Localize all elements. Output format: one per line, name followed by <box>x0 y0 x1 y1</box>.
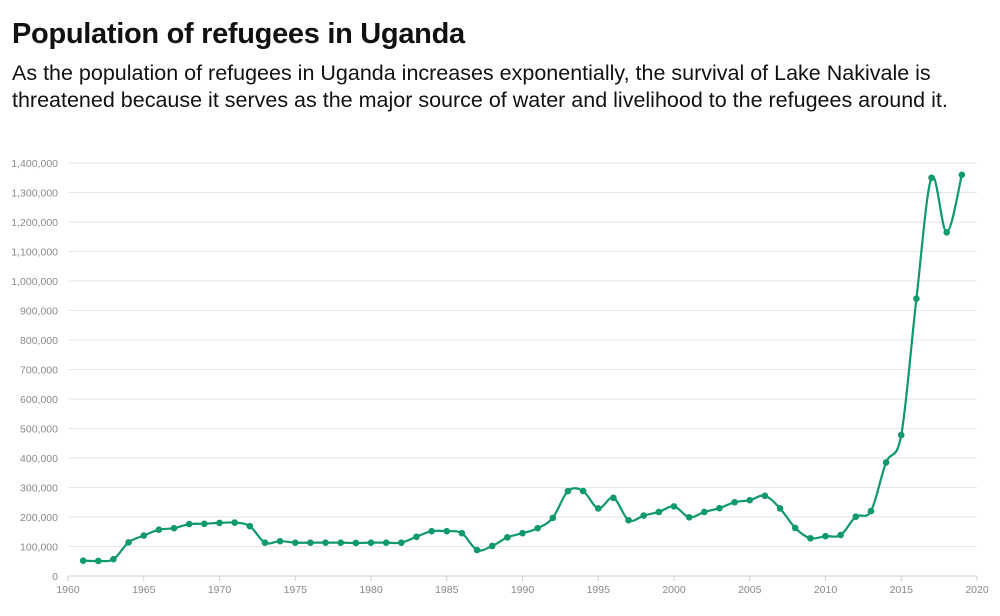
y-tick-label: 100,000 <box>20 542 58 554</box>
data-point[interactable] <box>913 295 920 303</box>
data-point[interactable] <box>958 171 966 179</box>
data-point[interactable] <box>337 539 345 546</box>
y-tick-label: 300,000 <box>20 483 58 495</box>
data-point[interactable] <box>276 537 284 545</box>
series-line <box>82 173 963 563</box>
data-point[interactable] <box>882 459 890 466</box>
data-point[interactable] <box>322 539 329 546</box>
data-point[interactable] <box>291 539 299 546</box>
data-points <box>79 171 966 565</box>
x-tick-label: 2005 <box>738 584 762 596</box>
y-tick-label: 400,000 <box>20 453 58 465</box>
chart-title: Population of refugees in Uganda <box>12 18 465 50</box>
x-tick-label: 1975 <box>284 584 308 596</box>
data-point[interactable] <box>564 487 572 495</box>
data-point[interactable] <box>897 431 905 439</box>
data-point[interactable] <box>231 519 238 526</box>
data-point[interactable] <box>110 555 117 563</box>
data-point[interactable] <box>201 520 208 528</box>
x-tick-label: 1965 <box>132 584 156 596</box>
data-point[interactable] <box>685 513 693 521</box>
series-line-path <box>82 173 963 563</box>
x-tick-label: 2000 <box>662 584 686 596</box>
data-point[interactable] <box>246 522 254 530</box>
data-point[interactable] <box>261 539 269 546</box>
data-point[interactable] <box>928 174 935 182</box>
data-point[interactable] <box>837 531 844 539</box>
data-point[interactable] <box>307 539 314 546</box>
y-tick-label: 900,000 <box>20 306 58 318</box>
y-tick-label: 1,200,000 <box>11 217 58 229</box>
data-point[interactable] <box>625 516 632 524</box>
x-tick-label: 2010 <box>814 584 838 596</box>
data-point[interactable] <box>761 492 769 500</box>
y-tick-label: 700,000 <box>20 365 58 377</box>
x-axis-labels: 1960 1965 1970 1975 1980 1985 1990 1995 2000 2005… <box>56 584 989 596</box>
y-axis-labels: 0 100,000 200,000 300,000 400,000 500,000 600,… <box>11 158 58 583</box>
data-point[interactable] <box>352 539 360 547</box>
data-point[interactable] <box>413 533 420 541</box>
data-point[interactable] <box>640 512 647 519</box>
data-point[interactable] <box>185 520 193 528</box>
data-point[interactable] <box>428 527 435 535</box>
data-point[interactable] <box>943 229 950 236</box>
data-point[interactable] <box>95 557 102 565</box>
data-point[interactable] <box>731 498 738 506</box>
data-point[interactable] <box>670 503 678 510</box>
data-point[interactable] <box>473 546 481 554</box>
x-tick-label: 1970 <box>208 584 232 596</box>
y-tick-label: 200,000 <box>20 512 58 524</box>
y-tick-label: 1,400,000 <box>11 158 58 170</box>
data-point[interactable] <box>140 532 148 539</box>
data-point[interactable] <box>867 507 875 515</box>
x-tick-label: 1960 <box>56 584 80 596</box>
data-point[interactable] <box>488 542 496 550</box>
data-point[interactable] <box>822 532 829 540</box>
data-point[interactable] <box>776 505 784 512</box>
y-tick-label: 1,100,000 <box>11 247 58 259</box>
data-point[interactable] <box>367 539 375 546</box>
y-tick-label: 1,000,000 <box>11 276 58 288</box>
data-point[interactable] <box>655 508 663 516</box>
data-point[interactable] <box>791 524 799 532</box>
data-point[interactable] <box>398 539 405 546</box>
data-point[interactable] <box>852 513 860 521</box>
data-point[interactable] <box>170 524 178 532</box>
data-point[interactable] <box>716 504 723 512</box>
data-point[interactable] <box>216 519 223 527</box>
data-point[interactable] <box>746 496 754 504</box>
data-point[interactable] <box>549 514 557 522</box>
data-point[interactable] <box>382 539 390 546</box>
y-tick-label: 500,000 <box>20 424 58 436</box>
data-point[interactable] <box>125 539 132 546</box>
x-tick-label: 2020 <box>965 584 989 596</box>
data-point[interactable] <box>807 534 814 542</box>
data-point[interactable] <box>443 527 451 535</box>
data-point[interactable] <box>155 526 163 533</box>
data-point[interactable] <box>594 505 602 512</box>
y-tick-label: 600,000 <box>20 394 58 406</box>
x-tick-label: 1980 <box>359 584 383 596</box>
grid-lines <box>67 162 978 581</box>
data-point[interactable] <box>504 534 511 541</box>
data-point[interactable] <box>610 494 617 502</box>
data-point[interactable] <box>519 529 526 537</box>
x-tick-label: 1985 <box>435 584 459 596</box>
y-tick-label: 0 <box>52 571 58 583</box>
data-point[interactable] <box>701 508 708 516</box>
x-tick-label: 2015 <box>890 584 914 596</box>
x-tick-label: 1990 <box>511 584 535 596</box>
data-point[interactable] <box>79 557 87 564</box>
data-point[interactable] <box>579 487 587 495</box>
x-tick-label: 1995 <box>587 584 611 596</box>
chart-header: Population of refugees in Uganda As the … <box>12 16 992 114</box>
y-tick-label: 1,300,000 <box>11 188 58 200</box>
data-point[interactable] <box>534 524 541 532</box>
y-tick-label: 800,000 <box>20 335 58 347</box>
chart-subtitle: As the population of refugees in Uganda … <box>12 61 948 112</box>
data-point[interactable] <box>458 529 466 537</box>
